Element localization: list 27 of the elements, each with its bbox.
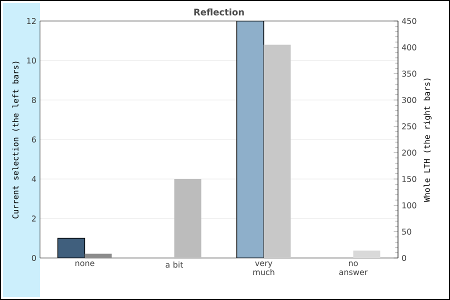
chart-title: Reflection: [194, 8, 244, 16]
y-tick-label: 0: [32, 254, 36, 262]
y2-tick-label: 400: [402, 44, 416, 50]
y2-tick-label: 250: [402, 123, 416, 130]
y-tick-label: 6: [32, 136, 36, 143]
y-tick-label: 10: [27, 57, 36, 64]
bar: [174, 179, 202, 258]
y-axis-title: Current selection (the left bars): [12, 62, 20, 218]
y2-tick-label: 350: [402, 70, 416, 77]
bar: [84, 254, 112, 258]
y2-tick-label: 50: [402, 228, 412, 235]
y2-tick-label: 300: [402, 96, 416, 104]
x-tick-label: no answer: [339, 262, 368, 276]
y2-tick-label: 100: [402, 202, 416, 208]
x-tick-label: very much: [253, 262, 274, 276]
y2-tick-label: 150: [402, 176, 416, 182]
y-tick-label: 2: [32, 216, 36, 222]
y-tick-label: 12: [27, 18, 36, 24]
y2-tick-label: 0: [402, 254, 406, 262]
y2-tick-label: 450: [402, 18, 416, 24]
y2-axis-title: Whole LTH (the right bars): [424, 78, 432, 202]
y-tick-label: 4: [32, 176, 36, 182]
bar: [353, 250, 380, 258]
y2-tick-label: 200: [402, 150, 416, 156]
x-tick-label: a bit: [166, 262, 184, 268]
x-tick-label: none: [75, 262, 94, 266]
y-tick-label: 8: [32, 96, 36, 104]
